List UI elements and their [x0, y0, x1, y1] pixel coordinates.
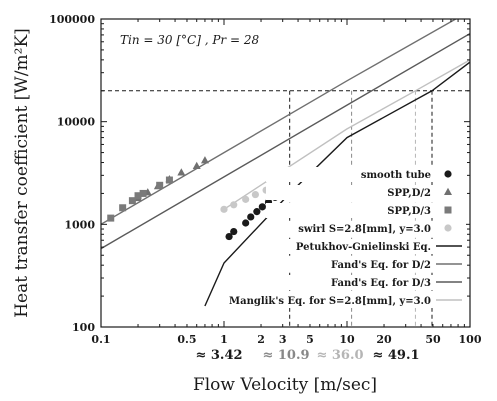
data-point — [253, 208, 261, 216]
data-point — [251, 190, 259, 199]
legend-label: swirl S=2.8[mm], y=3.0 — [298, 224, 431, 235]
data-point — [242, 195, 250, 203]
data-point — [220, 205, 228, 213]
velocity-annotation: ≈ 3.42 — [195, 348, 242, 363]
data-point — [134, 192, 142, 200]
condition-annotation: Tin = 30 [°C] , Pr = 28 — [120, 33, 259, 47]
data-point — [225, 232, 233, 241]
y-tick-label: 10000 — [57, 116, 96, 129]
series-line — [204, 61, 470, 307]
series-line — [101, 32, 470, 250]
legend: smooth tube SPP,D/2 SPP,D/3 swirl S=2.8[mm]… — [229, 167, 466, 308]
legend-symbol — [444, 170, 452, 178]
x-tick-label: 3 — [279, 333, 287, 346]
x-tick-label: 20 — [376, 333, 392, 346]
velocity-annotation: ≈ 36.0 — [316, 348, 363, 363]
data-point — [128, 197, 136, 205]
x-tick-labels: 0.1 0.5 1 2 3 5 10 20 50 100 — [91, 333, 481, 346]
data-point — [258, 203, 266, 211]
x-tick-label: 100 — [459, 333, 482, 346]
y-tick-label: 1000 — [64, 218, 95, 231]
plot-frame — [100, 18, 471, 328]
data-point — [230, 227, 238, 236]
x-tick-label: 2 — [257, 333, 265, 346]
legend-backdrop — [266, 167, 466, 182]
legend-backdrop — [266, 203, 466, 218]
data-point — [139, 189, 147, 197]
data-point — [177, 168, 186, 176]
legend-backdrop — [266, 293, 466, 308]
legend-backdrop — [266, 185, 466, 200]
data-point — [247, 213, 255, 221]
y-tick-label: 100000 — [49, 13, 95, 26]
legend-label: SPP,D/3 — [387, 206, 431, 217]
legend-label: Petukhov-Gnielinski Eq. — [296, 242, 431, 253]
velocity-annotation: ≈ 10.9 — [262, 348, 309, 363]
legend-label: Manglik's Eq. for S=2.8[mm], y=3.0 — [229, 296, 431, 307]
x-tick-label: 5 — [306, 333, 314, 346]
data-point — [165, 176, 173, 184]
data-point — [242, 219, 250, 227]
x-tick-label: 0.1 — [91, 333, 110, 346]
legend-label: SPP,D/2 — [387, 188, 431, 199]
data-point — [230, 201, 238, 209]
data-point — [107, 214, 115, 222]
correlation-lines — [101, 19, 470, 307]
legend-backdrop — [266, 221, 466, 236]
y-tick-label: 100 — [72, 321, 95, 334]
velocity-annotations: ≈ 3.42 ≈ 10.9 ≈ 36.0 ≈ 49.1 — [195, 348, 419, 363]
x-tick-label: 1 — [220, 333, 228, 346]
x-tick-label: 0.5 — [177, 333, 196, 346]
legend-backdrop — [266, 257, 466, 272]
legend-symbol — [444, 206, 452, 214]
legend-backdrop — [266, 239, 466, 254]
y-axis-label: Heat transfer coefficient [W/m²K] — [12, 28, 32, 318]
x-axis-label: Flow Velocity [m/sec] — [193, 375, 377, 395]
data-point — [119, 204, 127, 212]
experimental-markers — [107, 156, 279, 241]
legend-symbol — [444, 224, 452, 232]
legend-label: smooth tube — [361, 170, 431, 181]
velocity-annotation: ≈ 49.1 — [372, 348, 419, 363]
axis-ticks — [100, 19, 470, 328]
y-tick-labels: 100 1000 10000 100000 — [49, 13, 95, 334]
data-point — [200, 156, 209, 164]
legend-label: Fand's Eq. for D/2 — [331, 260, 431, 271]
data-point — [192, 161, 201, 169]
data-point — [156, 181, 164, 189]
x-tick-label: 50 — [425, 333, 441, 346]
x-tick-label: 10 — [339, 333, 355, 346]
legend-backdrop — [266, 275, 466, 290]
legend-label: Fand's Eq. for D/3 — [331, 278, 431, 289]
legend-symbol — [444, 187, 452, 195]
